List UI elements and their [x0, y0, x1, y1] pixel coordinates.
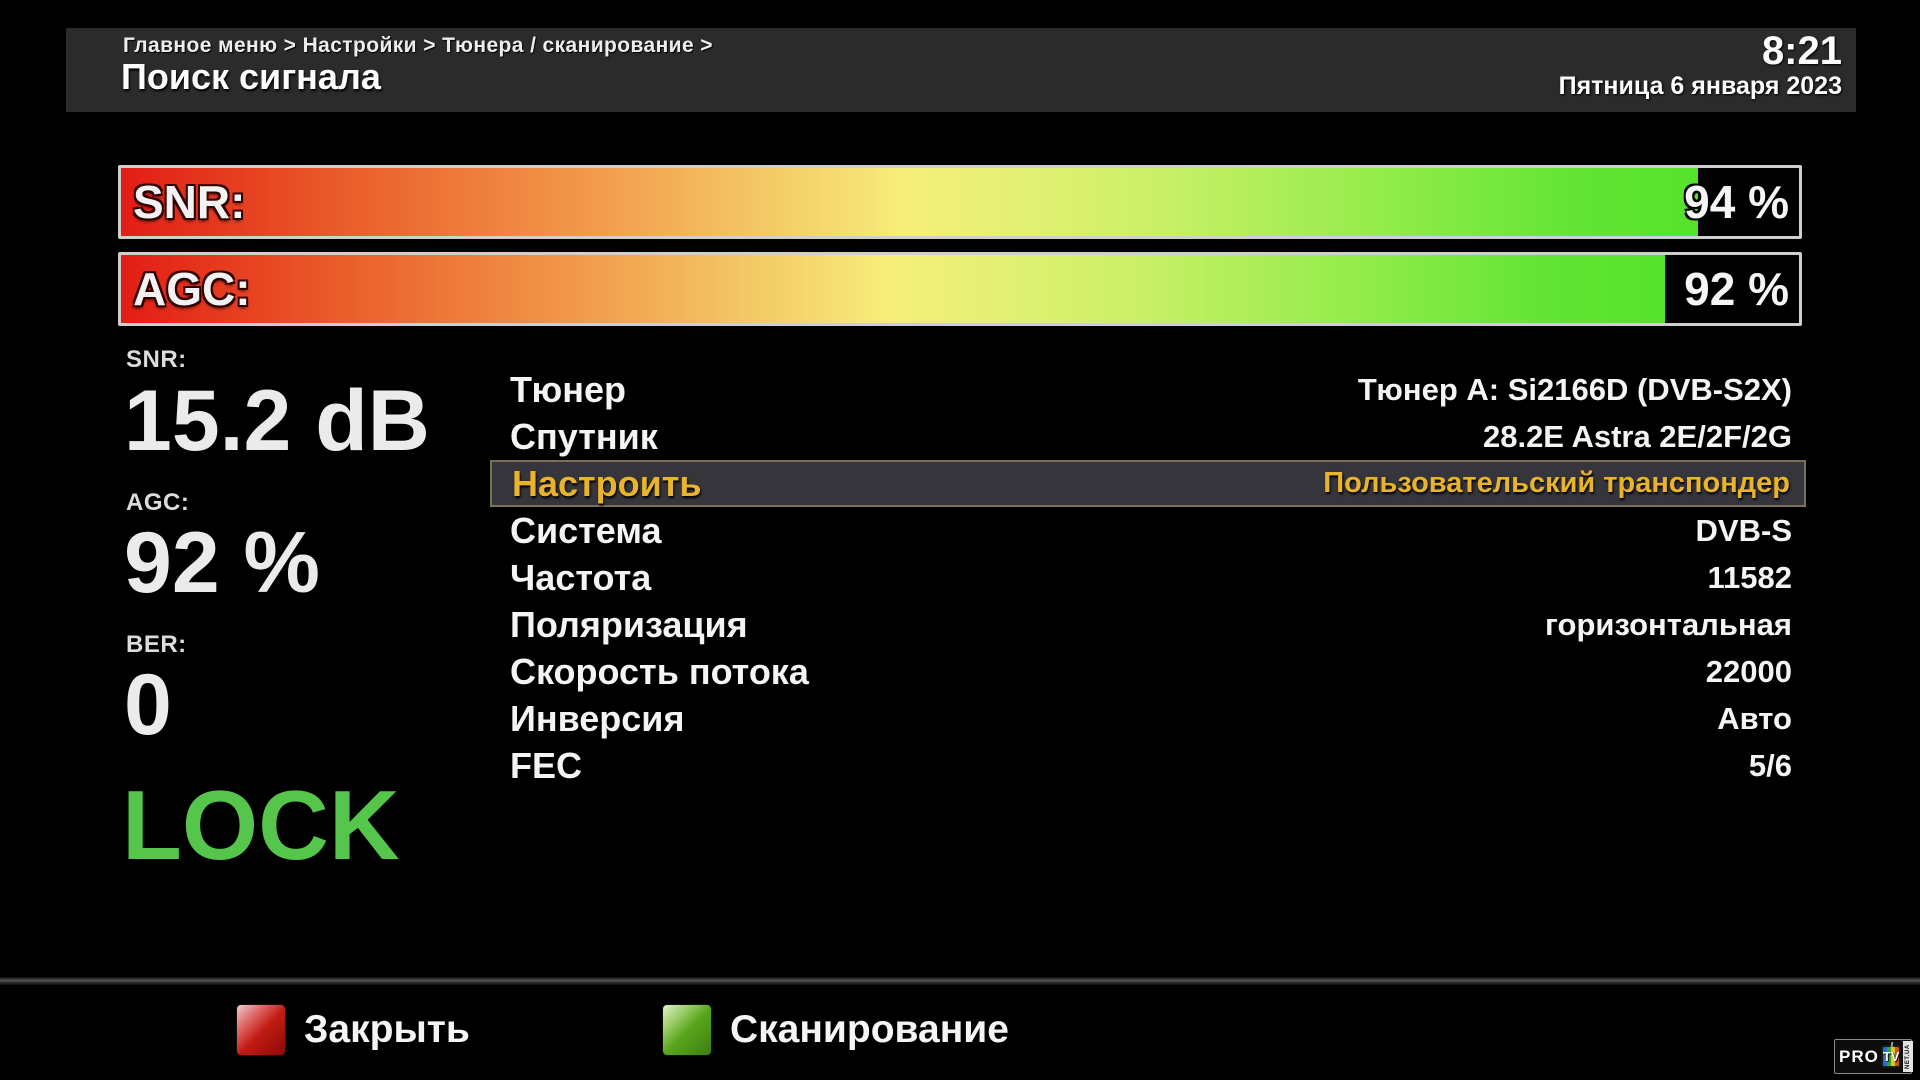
snr-signal-bar-value: 94 %	[1684, 176, 1789, 228]
settings-row-label: Тюнер	[510, 368, 627, 410]
snr-signal-bar-fill	[121, 168, 1699, 236]
metric-ber-value: 0	[124, 657, 172, 753]
agc-signal-bar-fill	[121, 255, 1665, 323]
protv-logo-pro-text: PRO	[1839, 1046, 1879, 1066]
settings-row-label: FEC	[510, 744, 582, 786]
settings-row-satellite[interactable]: Спутник 28.2E Astra 2E/2F/2G	[490, 413, 1806, 460]
settings-row-value: Тюнер A: Si2166D (DVB-S2X)	[1357, 371, 1792, 407]
metric-snr-value: 15.2 dB	[124, 373, 430, 469]
breadcrumb: Главное меню > Настройки > Тюнера / скан…	[123, 34, 713, 57]
settings-row-label: Частота	[510, 556, 652, 598]
settings-row-symbol-rate[interactable]: Скорость потока 22000	[490, 648, 1806, 695]
settings-row-label: Инверсия	[510, 697, 685, 739]
red-key-icon	[236, 1004, 286, 1056]
settings-row-value: 28.2E Astra 2E/2F/2G	[1482, 418, 1792, 454]
agc-signal-bar: AGC: 92 %	[118, 252, 1802, 326]
settings-row-value: горизонтальная	[1545, 606, 1792, 642]
snr-signal-bar: SNR: 94 %	[118, 165, 1802, 239]
close-button-label: Закрыть	[304, 1008, 470, 1051]
agc-signal-bar-label: AGC:	[133, 263, 251, 315]
settings-row-value: 11582	[1707, 559, 1793, 595]
settings-row-value: Авто	[1717, 700, 1792, 736]
settings-row-value: 22000	[1705, 653, 1792, 689]
protv-logo: PRO TV NET.UA	[1834, 1039, 1914, 1074]
snr-signal-bar-label: SNR:	[133, 176, 246, 228]
settings-row-frequency[interactable]: Частота 11582	[490, 554, 1806, 601]
settings-row-polarization[interactable]: Поляризация горизонтальная	[490, 601, 1806, 648]
metric-ber-label: BER:	[126, 631, 187, 658]
settings-row-label: Система	[510, 509, 662, 551]
clock-date: Пятница 6 января 2023	[1558, 72, 1842, 100]
agc-signal-bar-value: 92 %	[1684, 263, 1789, 315]
settings-row-fec[interactable]: FEC 5/6	[490, 742, 1806, 789]
scan-button[interactable]: Сканирование	[662, 1004, 1009, 1056]
close-button[interactable]: Закрыть	[236, 1004, 470, 1056]
settings-row-label: Скорость потока	[510, 650, 809, 692]
settings-row-tune-selected[interactable]: Настроить Пользовательский транспондер	[490, 460, 1806, 507]
transponder-settings-list: Тюнер Тюнер A: Si2166D (DVB-S2X) Спутник…	[490, 366, 1806, 789]
green-key-icon	[662, 1004, 712, 1056]
metric-snr-label: SNR:	[126, 346, 187, 373]
page-title: Поиск сигнала	[121, 56, 381, 97]
settings-row-label: Настроить	[512, 462, 702, 504]
settings-row-value: DVB-S	[1695, 512, 1792, 548]
clock-time: 8:21	[1761, 29, 1842, 73]
lock-status: LOCK	[122, 770, 400, 880]
footer-divider	[0, 977, 1920, 985]
protv-logo-netua-text: NET.UA	[1903, 1041, 1914, 1072]
settings-row-inversion[interactable]: Инверсия Авто	[490, 695, 1806, 742]
settings-row-tuner[interactable]: Тюнер Тюнер A: Si2166D (DVB-S2X)	[490, 366, 1806, 413]
tv-set-icon-label: TV	[1882, 1049, 1900, 1064]
settings-row-system[interactable]: Система DVB-S	[490, 507, 1806, 554]
tv-set-icon: TV	[1880, 1045, 1902, 1068]
settings-row-label: Поляризация	[510, 603, 748, 645]
clock: 8:21 Пятница 6 января 2023	[1559, 29, 1842, 99]
header-bar: Главное меню > Настройки > Тюнера / скан…	[66, 28, 1856, 112]
settings-row-label: Спутник	[510, 415, 658, 457]
scan-button-label: Сканирование	[730, 1008, 1009, 1051]
metric-agc-label: AGC:	[126, 489, 190, 516]
settings-row-value: 5/6	[1748, 747, 1792, 783]
metric-agc-value: 92 %	[124, 515, 321, 611]
settings-row-value: Пользовательский транспондер	[1323, 467, 1790, 499]
